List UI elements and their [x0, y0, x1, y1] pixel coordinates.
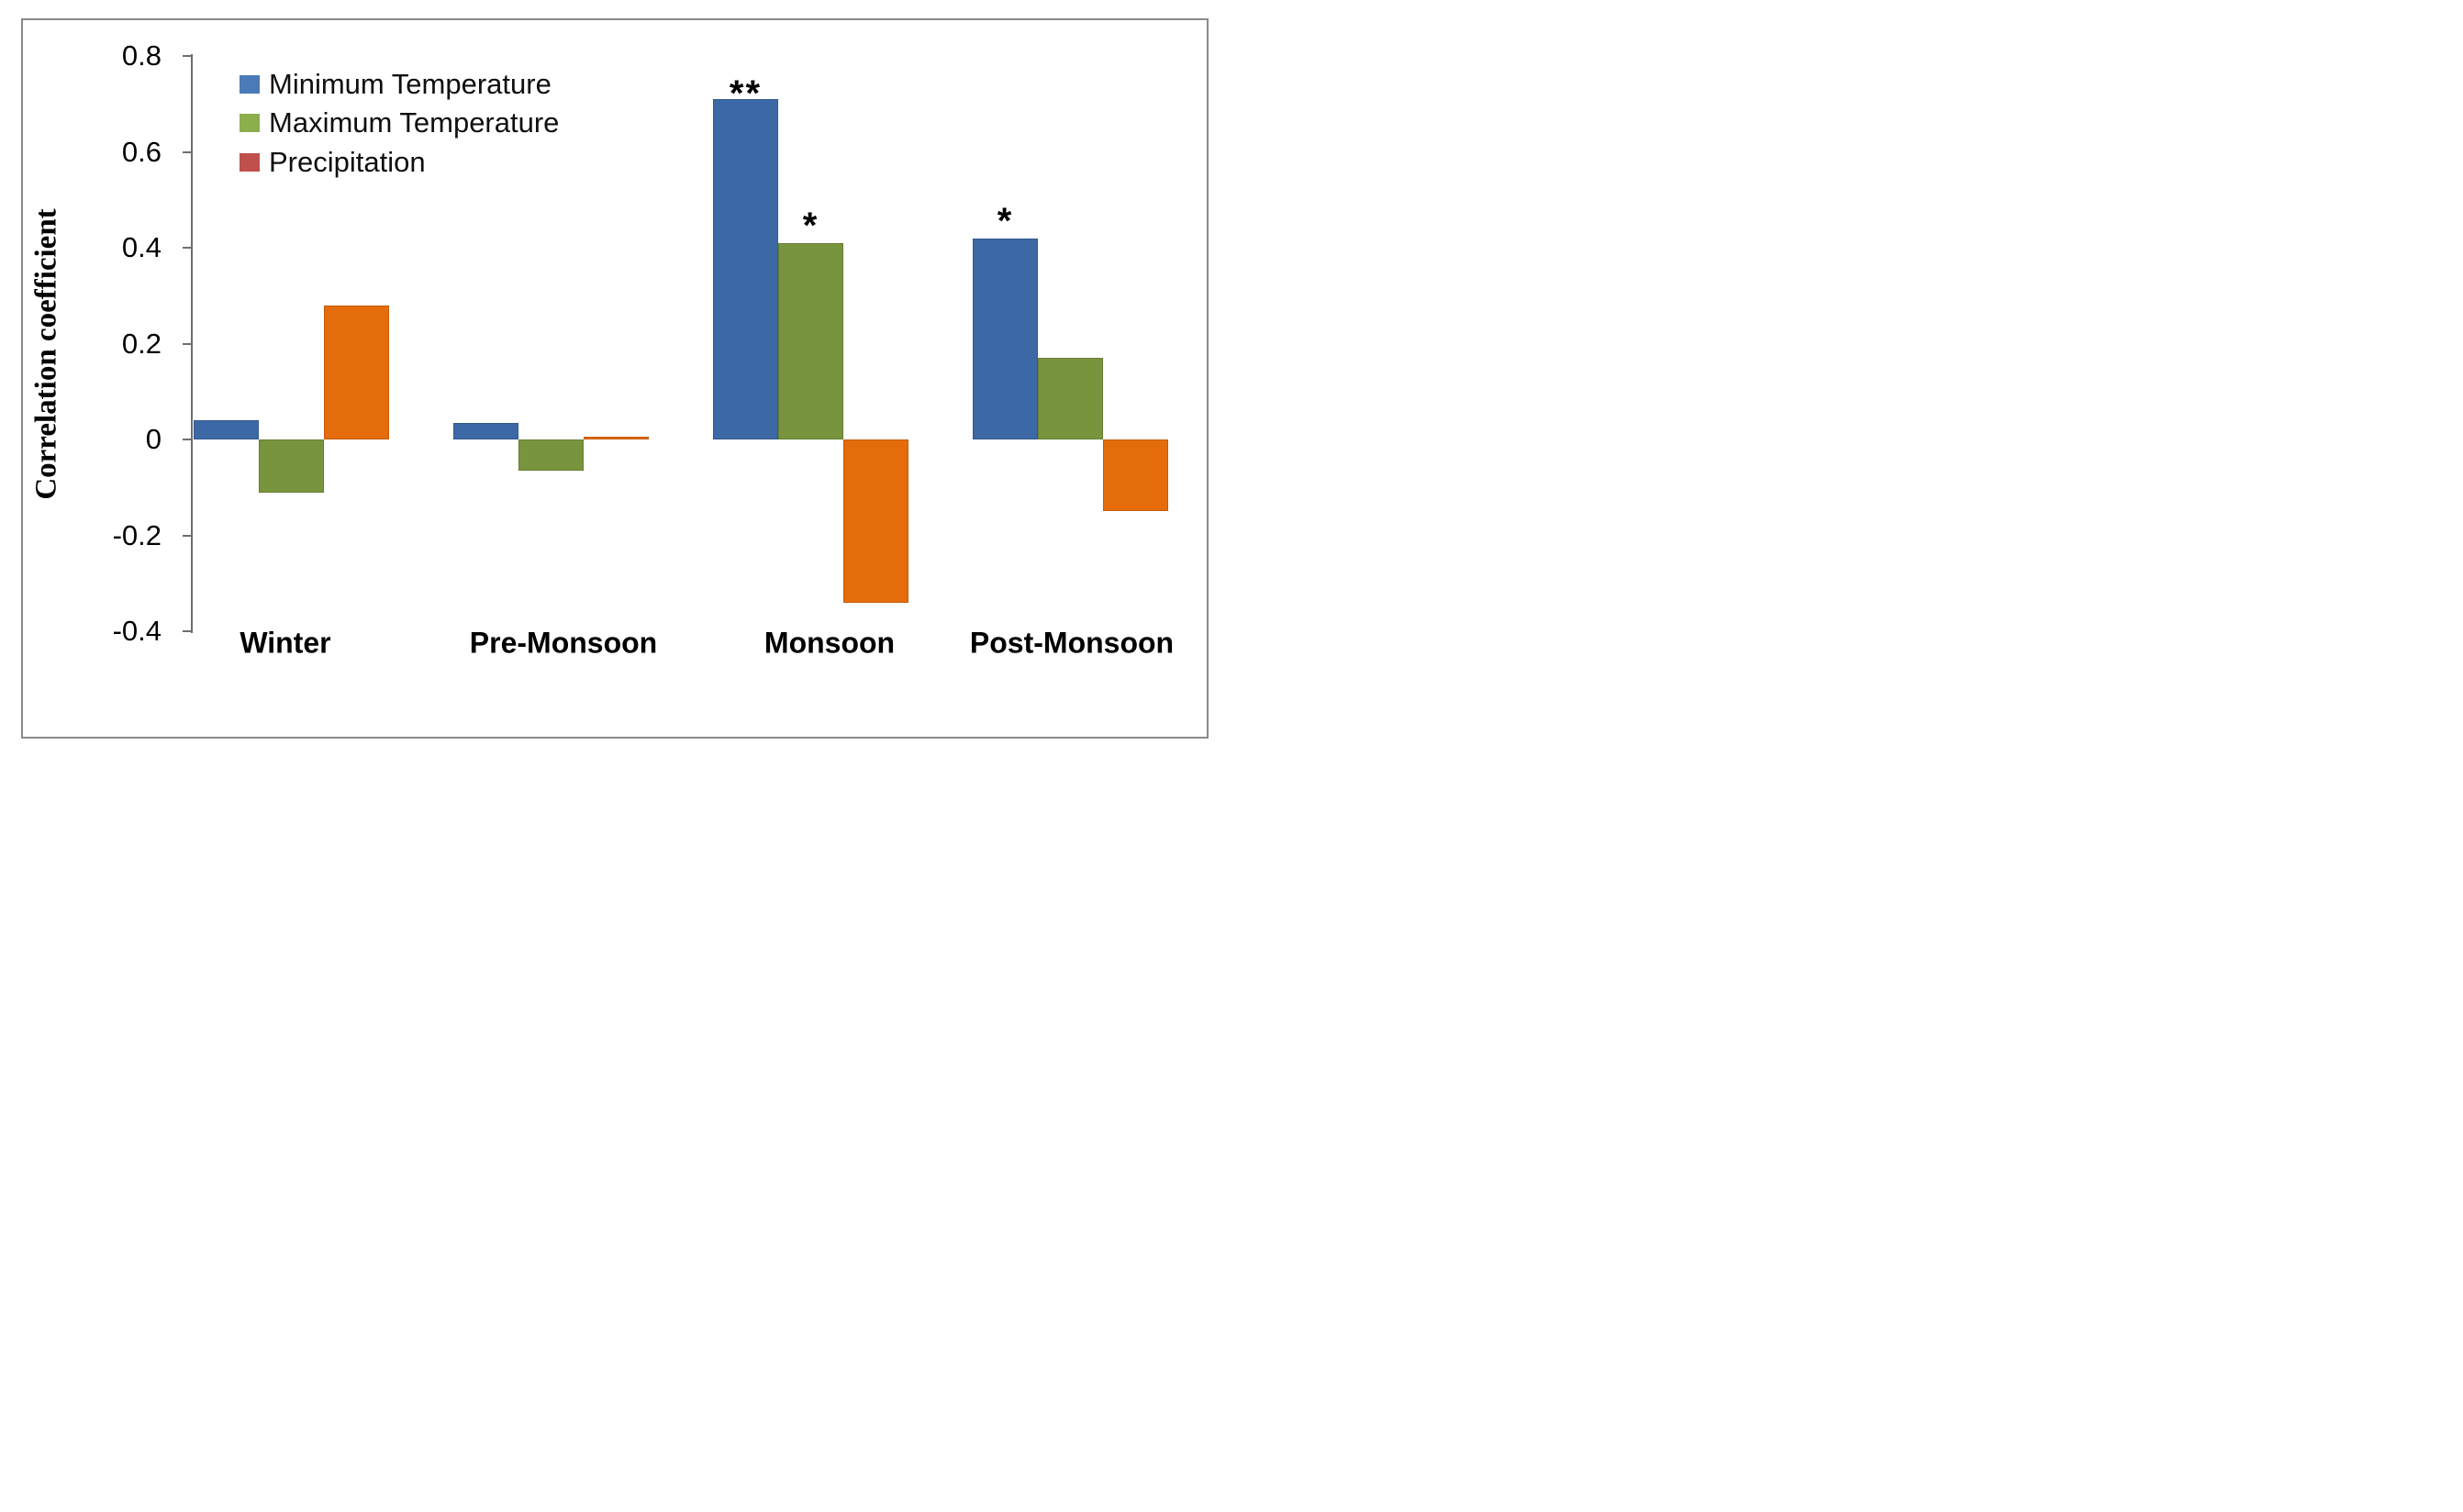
bar-winter-precipitation	[324, 305, 389, 439]
bar-winter-maximum-temperature	[259, 439, 324, 493]
y-tick-mark--0.4	[182, 630, 192, 632]
y-tick-label-0.4: 0.4	[121, 231, 162, 263]
category-label-winter: Winter	[240, 626, 331, 660]
significance-marker-post-monsoon: *	[997, 200, 1014, 241]
y-tick-label--0.2: -0.2	[112, 518, 162, 551]
legend-label-maximum-temperature: Maximum Temperature	[269, 106, 560, 139]
y-tick-mark-0.2	[182, 342, 192, 345]
y-tick-mark-0.4	[182, 247, 192, 249]
y-tick-label-0.2: 0.2	[121, 327, 162, 360]
significance-marker-monsoon: *	[802, 205, 819, 246]
y-tick-mark-0.8	[182, 55, 192, 57]
category-label-pre-monsoon: Pre-Monsoon	[469, 626, 658, 660]
bar-pre-monsoon-minimum-temperature	[453, 422, 518, 439]
bar-post-monsoon-maximum-temperature	[1038, 358, 1103, 439]
y-tick-label-0: 0	[145, 423, 162, 455]
y-tick-mark-0	[182, 439, 192, 440]
y-tick-mark-0.6	[182, 150, 192, 153]
significance-marker-monsoon: **	[729, 73, 763, 115]
bar-monsoon-maximum-temperature	[778, 242, 843, 439]
bar-post-monsoon-precipitation	[1103, 439, 1168, 512]
legend-swatch-precipitation	[240, 152, 260, 172]
bar-pre-monsoon-precipitation	[584, 437, 649, 439]
legend-label-minimum-temperature: Minimum Temperature	[269, 67, 552, 100]
legend-label-precipitation: Precipitation	[269, 145, 426, 178]
bar-monsoon-minimum-temperature	[713, 99, 778, 439]
legend-swatch-maximum-temperature	[240, 114, 260, 132]
y-tick-label-0.8: 0.8	[121, 39, 162, 72]
y-tick-label-0.6: 0.6	[121, 135, 162, 168]
category-label-monsoon: Monsoon	[763, 626, 896, 660]
correlation-bar-chart: Correlation coefficient 0.8 0.6 0.4 0.2 0 -0.…	[0, 0, 1232, 756]
category-label-post-monsoon: Post-Monsoon	[969, 626, 1175, 660]
y-tick-mark--0.2	[182, 534, 192, 537]
bar-winter-minimum-temperature	[194, 420, 259, 439]
bar-post-monsoon-minimum-temperature	[973, 238, 1038, 439]
bar-monsoon-precipitation	[843, 439, 908, 603]
y-axis-line	[190, 54, 193, 633]
legend-swatch-minimum-temperature	[240, 74, 260, 94]
y-tick-label--0.4: -0.4	[112, 615, 162, 647]
bar-pre-monsoon-maximum-temperature	[518, 439, 584, 471]
